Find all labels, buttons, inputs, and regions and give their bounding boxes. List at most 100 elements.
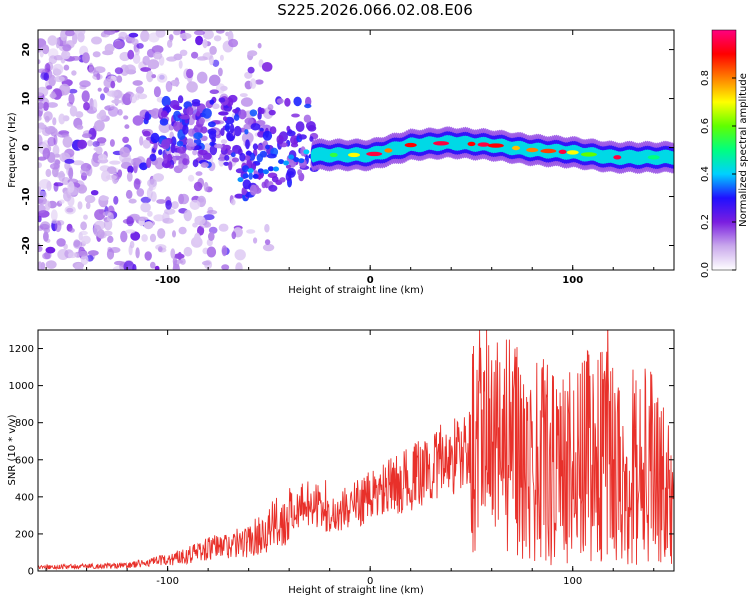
noise-blob [119,146,130,158]
noise-blob [211,103,220,110]
cluster-blob [179,115,190,120]
cluster-blob [262,130,273,141]
cluster-blob [232,108,239,114]
noise-blob [38,127,43,134]
cluster-blob [150,132,160,144]
noise-blob [202,30,214,40]
cluster-blob [241,187,247,196]
noise-blob [77,201,83,210]
noise-blob [195,35,204,46]
noise-blob [38,190,48,200]
noise-blob [244,71,253,79]
noise-blob [136,188,145,197]
cluster-blob [191,101,201,107]
noise-blob [79,80,91,88]
chart-title: S225.2026.066.02.08.E06 [277,1,473,19]
noise-blob [45,246,56,254]
noise-blob [136,43,144,49]
noise-blob [132,115,144,126]
noise-blob [64,158,75,164]
noise-blob [192,149,198,156]
cluster-blob [242,165,249,173]
ridge-peak [467,141,476,147]
cluster-blob [248,172,253,180]
frequency-ridge [310,126,674,174]
noise-blob [38,245,43,252]
noise-blob [107,106,119,117]
noise-blob [212,59,220,67]
noise-blob [183,209,192,222]
noise-blob [126,171,133,182]
x-tick-label: 0 [367,275,374,286]
streak-blob [237,177,244,183]
noise-blob [107,235,114,243]
cluster-blob [300,146,306,157]
noise-blob [172,257,178,265]
noise-blob [58,199,65,204]
noise-blob [143,221,154,230]
cluster-blob [268,109,276,116]
colorbar-tick-label: 0.4 [700,166,711,182]
cluster-blob [295,121,305,132]
cluster-blob [276,98,284,104]
x-tick-label: 100 [563,576,582,587]
noise-blob [216,30,225,34]
noise-blob [45,168,52,178]
noise-blob [62,136,73,148]
noise-blob [91,155,101,167]
streak-blob [257,168,264,174]
noise-blob [156,73,168,83]
streak-blob [288,154,295,160]
noise-blob [38,68,48,74]
cluster-blob [186,106,194,116]
noise-blob [96,112,107,121]
ridge-peak [558,149,567,154]
noise-blob [87,250,99,256]
colorbar-gradient [711,29,737,271]
noise-blob [141,234,148,242]
noise-blob [247,50,258,57]
noise-blob [137,93,148,100]
noise-blob [68,88,78,94]
y-tick-label: 0 [28,567,34,578]
noise-blob [130,93,137,104]
noise-blob [231,198,236,206]
noise-blob [49,93,57,99]
noise-blob [53,182,59,192]
ridge-peak [647,155,660,160]
transition-cluster [139,94,319,202]
noise-blob [140,202,151,213]
noise-blob [170,79,180,87]
noise-blob [46,85,53,90]
noise-blob [247,66,255,74]
snr-frame [37,329,675,572]
noise-blob [87,140,93,147]
noise-blob [197,225,205,236]
x-tick-label: 100 [562,275,583,286]
cluster-blob [238,109,247,120]
cluster-blob [304,103,312,109]
noise-blob [82,52,90,64]
y-tick-label: -10 [21,187,32,205]
noise-blob [47,136,56,147]
ridge-peak [404,142,417,148]
noise-blob [124,124,130,129]
colorbar-label: Normalized spectral amplitude [738,73,749,227]
noise-blob [231,231,237,240]
noise-blob [172,230,176,238]
cluster-blob [198,149,208,155]
streak-blob [278,159,285,165]
noise-blob [151,74,157,79]
y-tick-label: 800 [15,418,34,429]
y-tick-label: 400 [15,492,34,503]
spectrogram-heatmap [38,30,674,270]
noise-blob [44,125,56,135]
cluster-blob [242,179,251,190]
cluster-blob [193,132,203,140]
noise-blob [46,102,59,108]
cluster-blob [244,155,251,161]
cluster-blob [173,121,183,132]
noise-blob [78,250,88,257]
